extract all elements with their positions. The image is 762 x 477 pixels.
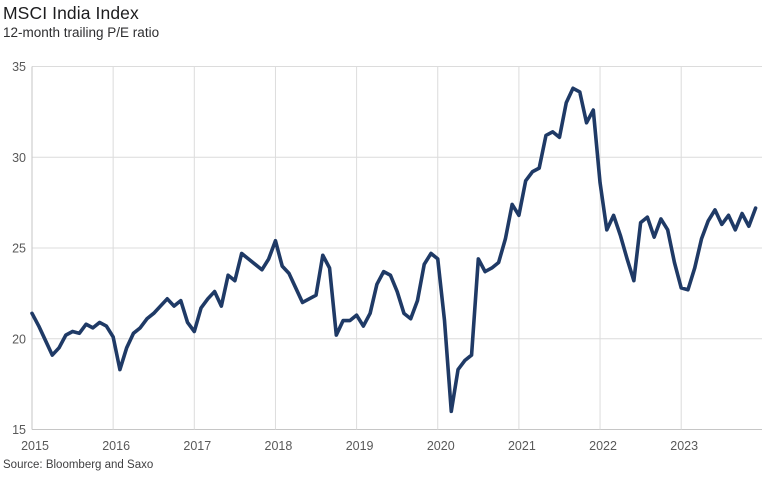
y-tick-label: 20: [12, 332, 26, 346]
x-tick-label: 2015: [21, 439, 49, 453]
y-tick-label: 25: [12, 242, 26, 256]
x-tick-label: 2023: [670, 439, 698, 453]
chart-title: MSCI India Index: [3, 3, 139, 23]
x-tick-label: 2016: [102, 439, 130, 453]
source-note: Source: Bloomberg and Saxo: [3, 459, 154, 471]
chart-subtitle: 12-month trailing P/E ratio: [3, 25, 160, 40]
x-tick-label: 2020: [427, 439, 455, 453]
x-tick-label: 2018: [265, 439, 293, 453]
y-tick-label: 15: [12, 423, 26, 437]
x-tick-label: 2021: [508, 439, 536, 453]
pe-ratio-line: [30, 86, 758, 414]
y-tick-label: 35: [12, 60, 26, 74]
y-tick-label: 30: [12, 151, 26, 165]
x-tick-label: 2019: [346, 439, 374, 453]
x-tick-label: 2022: [589, 439, 617, 453]
x-tick-label: 2017: [183, 439, 211, 453]
